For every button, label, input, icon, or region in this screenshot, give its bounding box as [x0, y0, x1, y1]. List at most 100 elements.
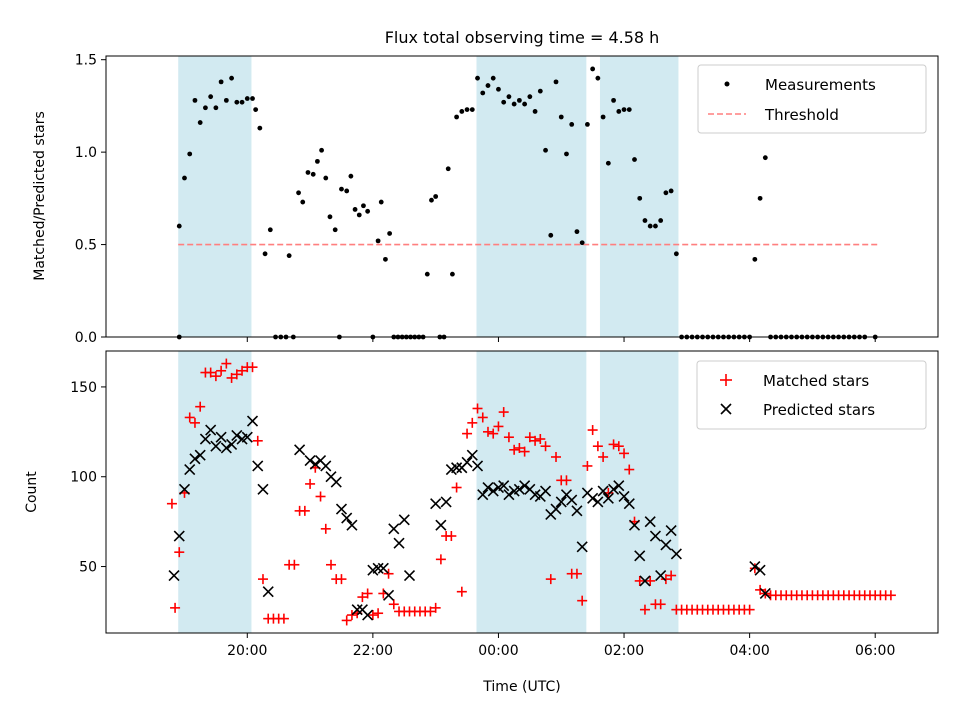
measurement-point: [511, 101, 517, 107]
measurement-point: [543, 147, 548, 153]
matched-star-point: [488, 428, 499, 439]
matched-star-point: [383, 568, 394, 579]
predicted-star-point: [471, 460, 484, 472]
measurement-point: [323, 175, 329, 181]
bottom-y-axis-label: Count: [24, 471, 40, 513]
measurement-point: [668, 188, 674, 194]
matched-star-point: [226, 372, 237, 383]
predicted-star-point: [246, 415, 259, 427]
matched-star-point: [666, 570, 677, 581]
matched-star-point: [336, 574, 347, 585]
measurement-point: [375, 238, 381, 244]
matched-star-point: [744, 604, 755, 615]
top-y-axis-label: Matched/Predicted stars: [32, 111, 48, 281]
measurement-point: [642, 218, 648, 223]
measurement-point: [229, 75, 234, 81]
measurement-point: [213, 105, 219, 111]
predicted-star-point: [241, 431, 253, 443]
measurement-point: [176, 223, 182, 229]
predicted-star-point: [628, 519, 641, 531]
measurement-point: [564, 151, 569, 157]
measurement-point: [480, 90, 486, 96]
predicted-star-point: [539, 485, 552, 497]
predicted-star-point: [550, 503, 562, 515]
matched-star-point: [205, 367, 216, 378]
measurement-point: [218, 79, 224, 85]
legend-measurements-label: Measurements: [765, 76, 876, 94]
matched-star-point: [645, 575, 656, 586]
measurement-point: [239, 99, 245, 105]
measurement-point: [300, 199, 306, 205]
matched-star-point: [252, 435, 263, 446]
predicted-star-point: [173, 530, 185, 542]
predicted-star-point: [513, 483, 525, 495]
predicted-star-point: [602, 492, 614, 504]
measurement-point: [305, 170, 311, 175]
predicted-star-point: [388, 523, 400, 535]
measurement-point: [454, 114, 459, 120]
matched-star-point: [535, 434, 546, 445]
measurement-point: [611, 97, 616, 103]
measurement-point: [647, 223, 653, 229]
matched-star-point: [587, 425, 598, 436]
measurement-point: [632, 157, 637, 162]
measurement-point: [516, 97, 522, 103]
matched-star-point: [231, 369, 242, 380]
predicted-star-point: [665, 525, 677, 537]
observing-band: [599, 351, 679, 633]
measurement-point: [757, 195, 763, 201]
matched-star-point: [582, 460, 593, 471]
predicted-star-point: [461, 456, 473, 468]
measurement-point: [315, 158, 320, 164]
matched-star-point: [503, 432, 514, 443]
measurement-point: [234, 99, 240, 105]
measurement-point: [600, 114, 606, 120]
matched-star-point: [166, 498, 177, 509]
matched-star-point: [624, 464, 635, 475]
measurement-point: [475, 75, 480, 81]
measurement-point: [532, 109, 538, 114]
top-y-tick-label: 1.5: [75, 53, 97, 69]
matched-star-point: [530, 435, 541, 446]
predicted-star-point: [670, 548, 682, 560]
matched-star-point: [247, 362, 258, 373]
measurement-point: [286, 253, 292, 259]
measurement-point: [616, 109, 622, 114]
measurement-point: [348, 173, 354, 179]
measurement-point: [296, 190, 301, 196]
predicted-star-point: [220, 442, 232, 454]
chart-title: Flux total observing time = 4.58 h: [385, 28, 660, 47]
predicted-star-point: [555, 496, 567, 508]
predicted-star-point: [477, 489, 489, 501]
measurement-point: [459, 109, 465, 114]
matched-star-point: [446, 531, 457, 542]
matched-star-point: [608, 439, 619, 450]
x-tick-label: 22:00: [353, 643, 393, 659]
predicted-star-point: [487, 485, 499, 497]
matched-star-point: [170, 602, 181, 613]
measurement-point: [433, 194, 439, 199]
predicted-star-point: [440, 496, 452, 508]
matched-star-point: [482, 426, 493, 437]
predicted-star-point: [210, 440, 222, 452]
predicted-star-point: [655, 569, 667, 582]
measurement-point: [501, 99, 507, 105]
predicted-star-point: [644, 516, 656, 528]
legend-measurements-marker: [724, 81, 730, 87]
measurement-point: [319, 147, 324, 153]
predicted-star-point: [377, 562, 389, 574]
matched-star-point: [210, 371, 221, 382]
predicted-star-point: [435, 519, 447, 531]
measurement-point: [637, 195, 643, 201]
legend-threshold-label: Threshold: [764, 106, 839, 124]
predicted-star-point: [178, 483, 191, 495]
matched-star-point: [367, 610, 378, 621]
matched-star-point: [498, 407, 509, 418]
predicted-star-point: [346, 519, 358, 531]
predicted-star-point: [660, 539, 672, 551]
predicted-star-point: [430, 498, 442, 510]
predicted-star-point: [451, 462, 463, 474]
matched-star-point: [388, 599, 399, 610]
matched-star-point: [456, 586, 467, 597]
matched-star-point: [467, 417, 478, 428]
